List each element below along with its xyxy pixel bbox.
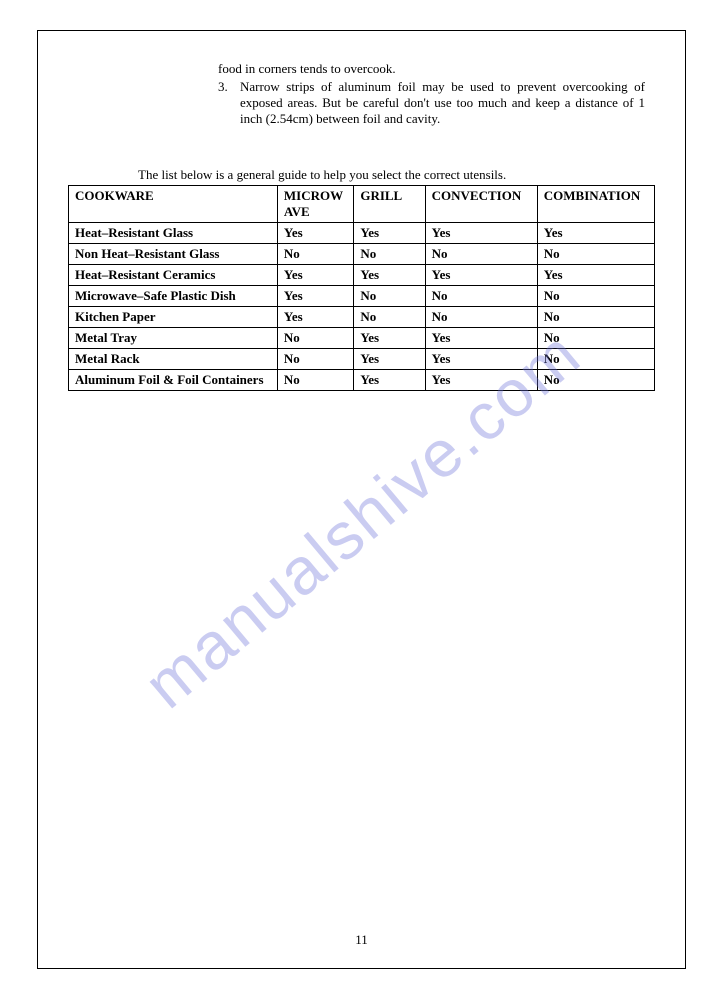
cell-microwave: Yes	[277, 286, 353, 307]
document-page: food in corners tends to overcook. 3. Na…	[37, 30, 686, 969]
cell-cookware: Heat–Resistant Ceramics	[69, 265, 278, 286]
table-row: Metal Rack No Yes Yes No	[69, 349, 655, 370]
cell-cookware: Kitchen Paper	[69, 307, 278, 328]
cell-combination: No	[537, 286, 654, 307]
table-row: Kitchen Paper Yes No No No	[69, 307, 655, 328]
cell-combination: No	[537, 370, 654, 391]
table-row: Metal Tray No Yes Yes No	[69, 328, 655, 349]
cell-convection: Yes	[425, 349, 537, 370]
list-number: 3.	[218, 79, 240, 127]
cookware-table: COOKWARE MICROWAVE GRILL CONVECTION COMB…	[68, 185, 655, 391]
cell-combination: Yes	[537, 223, 654, 244]
list-item-3: 3. Narrow strips of aluminum foil may be…	[218, 79, 645, 127]
cell-cookware: Metal Tray	[69, 328, 278, 349]
cell-microwave: No	[277, 328, 353, 349]
cell-microwave: No	[277, 349, 353, 370]
table-caption: The list below is a general guide to hel…	[138, 167, 655, 183]
cell-grill: No	[354, 307, 425, 328]
cell-grill: Yes	[354, 349, 425, 370]
table-row: Heat–Resistant Glass Yes Yes Yes Yes	[69, 223, 655, 244]
cell-grill: Yes	[354, 265, 425, 286]
cell-grill: Yes	[354, 328, 425, 349]
cell-cookware: Non Heat–Resistant Glass	[69, 244, 278, 265]
cell-cookware: Metal Rack	[69, 349, 278, 370]
col-header-combination: COMBINATION	[537, 186, 654, 223]
cell-combination: No	[537, 307, 654, 328]
cell-microwave: Yes	[277, 265, 353, 286]
table-row: Microwave–Safe Plastic Dish Yes No No No	[69, 286, 655, 307]
cell-convection: No	[425, 244, 537, 265]
cell-combination: No	[537, 349, 654, 370]
col-header-microwave: MICROWAVE	[277, 186, 353, 223]
table-body: Heat–Resistant Glass Yes Yes Yes Yes Non…	[69, 223, 655, 391]
cell-combination: Yes	[537, 265, 654, 286]
cell-convection: Yes	[425, 328, 537, 349]
intro-block: food in corners tends to overcook. 3. Na…	[218, 61, 645, 127]
cell-microwave: No	[277, 370, 353, 391]
cell-microwave: Yes	[277, 223, 353, 244]
col-header-cookware: COOKWARE	[69, 186, 278, 223]
cell-combination: No	[537, 328, 654, 349]
cell-microwave: Yes	[277, 307, 353, 328]
table-header-row: COOKWARE MICROWAVE GRILL CONVECTION COMB…	[69, 186, 655, 223]
cell-grill: Yes	[354, 370, 425, 391]
cell-grill: Yes	[354, 223, 425, 244]
cell-cookware: Microwave–Safe Plastic Dish	[69, 286, 278, 307]
cell-convection: No	[425, 286, 537, 307]
col-header-convection: CONVECTION	[425, 186, 537, 223]
cell-convection: Yes	[425, 370, 537, 391]
cell-convection: Yes	[425, 223, 537, 244]
col-header-grill: GRILL	[354, 186, 425, 223]
cell-cookware: Aluminum Foil & Foil Containers	[69, 370, 278, 391]
cell-convection: Yes	[425, 265, 537, 286]
intro-continued-text: food in corners tends to overcook.	[218, 61, 645, 77]
page-number: 11	[38, 932, 685, 948]
table-row: Aluminum Foil & Foil Containers No Yes Y…	[69, 370, 655, 391]
cell-cookware: Heat–Resistant Glass	[69, 223, 278, 244]
cell-grill: No	[354, 286, 425, 307]
table-row: Heat–Resistant Ceramics Yes Yes Yes Yes	[69, 265, 655, 286]
cell-combination: No	[537, 244, 654, 265]
cell-convection: No	[425, 307, 537, 328]
list-body: Narrow strips of aluminum foil may be us…	[240, 79, 645, 127]
table-row: Non Heat–Resistant Glass No No No No	[69, 244, 655, 265]
cell-grill: No	[354, 244, 425, 265]
cell-microwave: No	[277, 244, 353, 265]
